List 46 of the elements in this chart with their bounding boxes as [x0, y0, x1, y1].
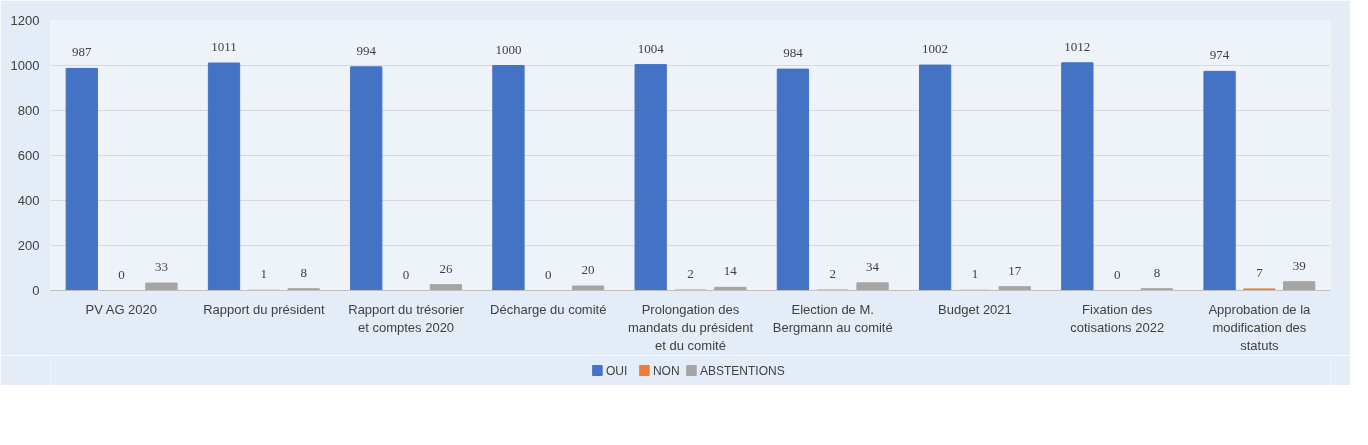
data-label: 26 — [439, 260, 453, 276]
data-label: 1011 — [211, 39, 237, 55]
x-tick-label: Budget 2021 — [938, 301, 1012, 317]
data-label: 1012 — [1064, 38, 1091, 54]
y-tick-label: 200 — [17, 238, 40, 253]
x-tick-label: Rapport du trésorier et comptes 2020 — [348, 301, 465, 335]
y-tick-label: 400 — [17, 193, 40, 208]
data-label: 8 — [1153, 264, 1161, 280]
data-label: 0 — [402, 266, 410, 282]
data-label: 33 — [154, 259, 168, 275]
data-label: 974 — [1209, 47, 1230, 63]
data-label: 34 — [866, 258, 880, 274]
data-label: 14 — [723, 263, 738, 279]
data-label: 1004 — [637, 40, 665, 56]
y-tick-label: 1200 — [10, 13, 40, 28]
data-label: 1000 — [495, 41, 522, 57]
data-label: 17 — [1008, 262, 1022, 278]
legend-label: NON — [652, 363, 680, 378]
x-tick-label: PV AG 2020 — [85, 301, 158, 317]
data-label: 984 — [783, 45, 804, 61]
data-label: 2 — [829, 266, 836, 282]
y-tick-label: 800 — [17, 103, 40, 118]
data-label: 0 — [118, 266, 125, 282]
legend-label: OUI — [605, 363, 628, 378]
data-label: 1 — [971, 266, 979, 282]
data-label: 1 — [260, 266, 268, 282]
data-label: 8 — [300, 264, 307, 280]
x-tick-label: Election de M. Bergmann au comité — [772, 301, 893, 335]
data-label: 987 — [72, 44, 93, 60]
y-tick-label: 1000 — [10, 58, 40, 73]
data-label: 39 — [1292, 257, 1306, 273]
data-label: 2 — [687, 266, 694, 282]
x-tick-label: Approbation de la modification des statuts — [1208, 301, 1312, 353]
data-label: 1002 — [922, 41, 949, 57]
legend-label: ABSTENTIONS — [699, 363, 785, 378]
y-tick-label: 0 — [32, 283, 40, 298]
data-label: 0 — [545, 266, 552, 282]
x-tick-label: Décharge du comité — [490, 301, 607, 317]
data-label: 20 — [581, 262, 595, 277]
x-tick-label: Fixation des cotisations 2022 — [1070, 301, 1165, 335]
data-label: 7 — [1256, 264, 1264, 280]
x-tick-label: Rapport du président — [203, 301, 325, 317]
data-label: 0 — [1113, 266, 1121, 282]
y-tick-label: 600 — [17, 148, 40, 163]
data-label: 994 — [356, 42, 377, 58]
x-tick-label: Prolongation des mandats du président et du comité — [627, 301, 754, 353]
